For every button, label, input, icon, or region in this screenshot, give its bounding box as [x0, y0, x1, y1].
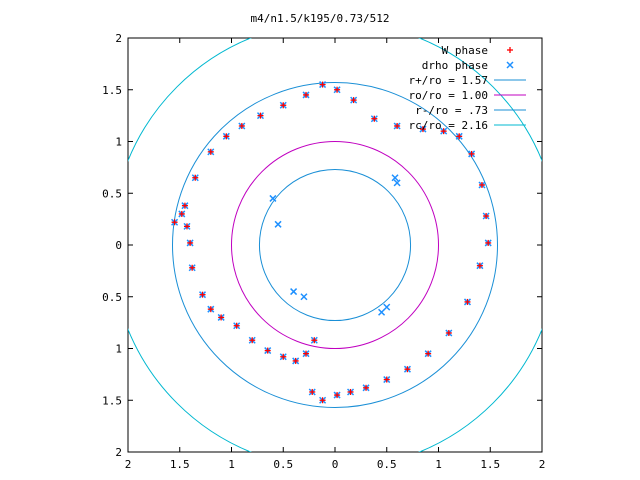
x-tick-label: 0 [332, 458, 339, 471]
w-phase-point [485, 239, 492, 246]
x-tick-group: 2 1.5 1 0.5 0 0.5 1 1.5 2 [125, 38, 546, 471]
data-points [171, 81, 492, 404]
w-phase-point [476, 262, 483, 269]
w-phase-point [207, 306, 214, 313]
legend-r-plus-label: r+/ro = 1.57 [409, 74, 488, 87]
w-phase-point [264, 347, 271, 354]
w-phase-point [404, 366, 411, 373]
drho-phase-point [393, 179, 401, 187]
y-tick-label: 2 [115, 446, 122, 459]
w-phase-point [425, 350, 432, 357]
w-phase-point [445, 329, 452, 336]
x-tick-label: 0.5 [377, 458, 397, 471]
drho-phase-point [274, 220, 282, 228]
x-tick-label: 2 [539, 458, 546, 471]
w-phase-point [303, 350, 310, 357]
y-tick-label: 2 [115, 32, 122, 45]
w-phase-point [350, 97, 357, 104]
w-phase-point [178, 210, 185, 217]
x-tick-label: 0.5 [273, 458, 293, 471]
y-tick-label: 1.5 [102, 394, 122, 407]
w-phase-point [319, 81, 326, 88]
legend-w-phase-label: W phase [442, 44, 488, 57]
legend-r-o-label: ro/ro = 1.00 [409, 89, 488, 102]
w-phase-point [233, 322, 240, 329]
w-phase-point [181, 202, 188, 209]
legend-drho-phase-marker [506, 61, 514, 69]
y-tick-label: 1 [115, 136, 122, 149]
x-tick-label: 2 [125, 458, 132, 471]
w-phase-point [249, 337, 256, 344]
w-phase-point [257, 112, 264, 119]
drho-phase-point [300, 293, 308, 301]
w-phase-point [483, 213, 490, 220]
legend-drho-phase-label: drho phase [422, 59, 488, 72]
w-phase-point [440, 128, 447, 135]
w-phase-point [199, 291, 206, 298]
w-phase-point [238, 122, 245, 129]
x-tick-label: 1 [228, 458, 235, 471]
w-phase-point [478, 181, 485, 188]
drho-phase-point [378, 308, 386, 316]
w-phase-point [207, 148, 214, 155]
drho-phase-point [383, 303, 391, 311]
w-phase-point [303, 91, 310, 98]
w-phase-point [319, 397, 326, 404]
drho-phase-point [290, 288, 298, 296]
reference-circles [128, 38, 542, 452]
x-tick-label: 1.5 [170, 458, 190, 471]
chart-title: m4/n1.5/k195/0.73/512 [250, 12, 389, 25]
w-phase-point [347, 388, 354, 395]
drho-phase-point [269, 194, 277, 202]
x-tick-label: 1.5 [480, 458, 500, 471]
w-phase-point [311, 337, 318, 344]
y-tick-label: 0 [115, 239, 122, 252]
w-phase-point [192, 174, 199, 181]
w-phase-point [309, 388, 316, 395]
legend-w-phase-marker [507, 47, 513, 53]
legend-r-minus-label: r-/ro = .73 [415, 104, 488, 117]
w-phase-point [183, 223, 190, 230]
y-tick-label: 1.5 [102, 84, 122, 97]
w-phase-point [363, 384, 370, 391]
w-phase-point [468, 150, 475, 157]
y-tick-label: 0.5 [102, 291, 122, 304]
w-phase-point [187, 239, 194, 246]
w-phase-point [280, 102, 287, 109]
w-phase-point [280, 353, 287, 360]
drho-phase-point [391, 174, 399, 182]
y-tick-group: 2 1.5 1 0.5 0 0.5 1 1.5 2 [102, 32, 542, 459]
circle-r-minus [258, 168, 412, 322]
legend-r-c-label: rc/ro = 2.16 [409, 119, 488, 132]
w-phase-point [383, 376, 390, 383]
w-phase-point [223, 133, 230, 140]
y-tick-label: 0.5 [102, 187, 122, 200]
w-phase-point [218, 314, 225, 321]
y-tick-label: 1 [115, 343, 122, 356]
w-phase-point [334, 86, 341, 93]
circle-r-o [231, 141, 439, 349]
w-phase-point [456, 133, 463, 140]
circle-r-plus [172, 82, 498, 408]
w-phase-point [394, 122, 401, 129]
x-tick-label: 1 [435, 458, 442, 471]
w-phase-point [334, 392, 341, 399]
w-phase-point [189, 264, 196, 271]
w-phase-point [292, 357, 299, 364]
w-phase-point [464, 298, 471, 305]
w-phase-point [171, 219, 178, 226]
w-phase-point [419, 126, 426, 133]
legend: W phase drho phase r+/ro = 1.57 ro/ro = 1.0… [409, 44, 526, 132]
w-phase-point [371, 115, 378, 122]
